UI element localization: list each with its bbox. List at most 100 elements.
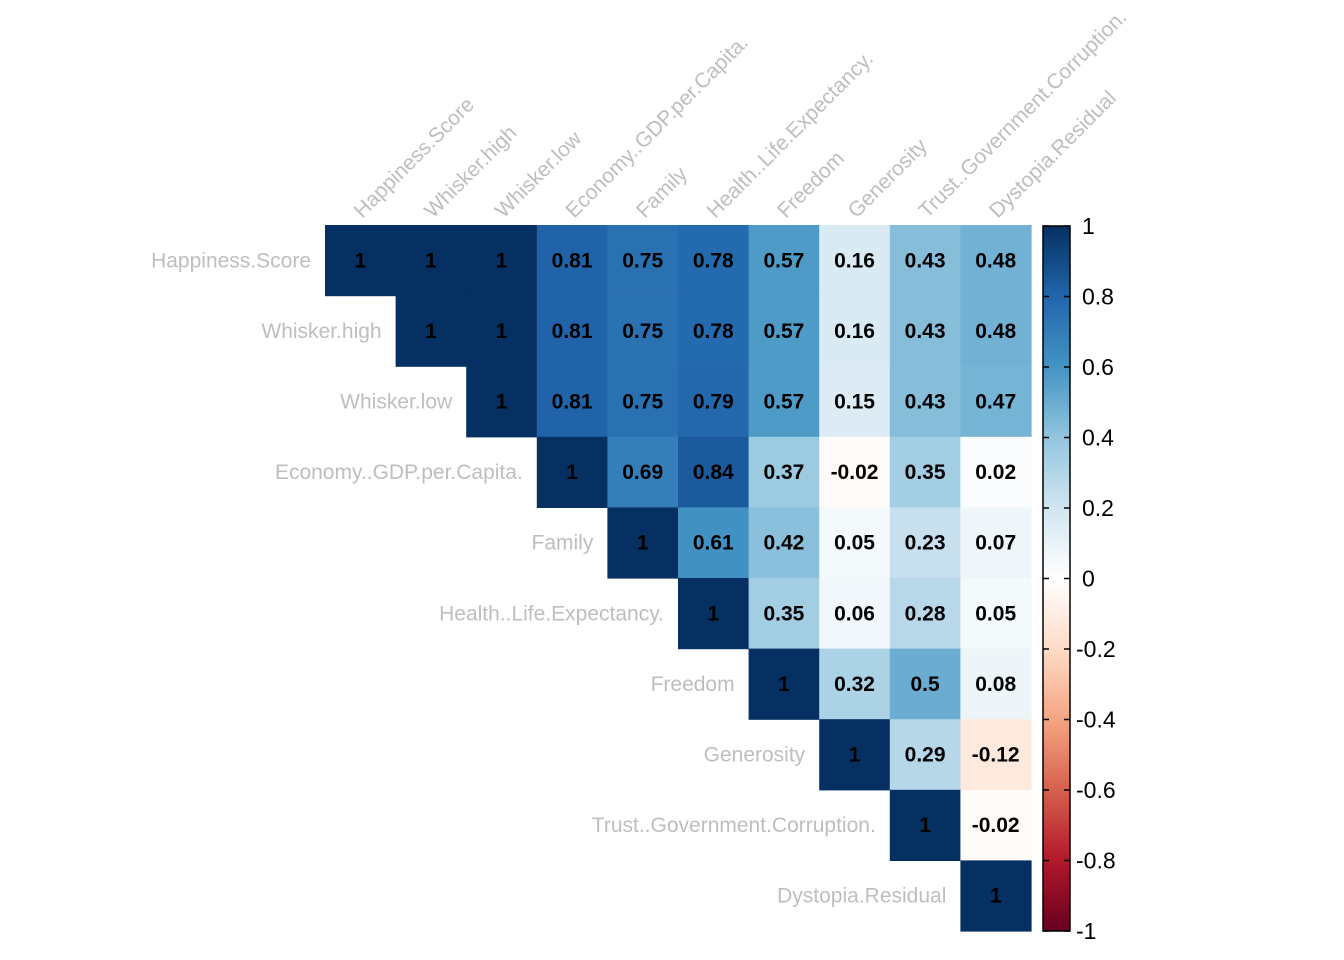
- cell-value-label: 0.75: [622, 320, 663, 343]
- cell-value-label: 0.43: [905, 249, 946, 272]
- cell-value-label: 0.78: [693, 249, 734, 272]
- cell-value-label: 1: [425, 249, 437, 272]
- heatmap-cell-values: 1 1 1 0.81 0.75 0.78 0.57 0.16 0.43 0.48 1 1 0.81 0.7…: [354, 249, 1019, 907]
- cell-value-label: 0.5: [910, 673, 940, 696]
- heatmap-cell: [678, 507, 750, 579]
- heatmap-cell: [748, 225, 820, 297]
- heatmap-cell: [960, 225, 1032, 297]
- row-label: Family: [532, 532, 594, 555]
- cell-value-label: 1: [496, 391, 508, 414]
- heatmap-cell: [819, 295, 891, 367]
- row-label: Generosity: [704, 744, 806, 767]
- heatmap-cell: [889, 507, 961, 579]
- heatmap-cell: [960, 719, 1032, 791]
- heatmap-cell: [960, 507, 1032, 579]
- cell-value-label: 1: [566, 461, 578, 484]
- cell-value-label: 0.61: [693, 532, 734, 555]
- heatmap-cell: [889, 225, 961, 297]
- heatmap-cell: [819, 719, 891, 791]
- heatmap-cell: [466, 225, 538, 297]
- heatmap-cell: [748, 295, 820, 367]
- column-label: Freedom: [773, 147, 849, 223]
- color-scale-tick-label: -1: [1076, 918, 1096, 944]
- heatmap-cell: [536, 366, 608, 438]
- heatmap-cell: [607, 366, 679, 438]
- color-scale-tick-label: 0.2: [1082, 495, 1114, 521]
- color-scale-tick-label: 1: [1082, 213, 1095, 239]
- cell-value-label: 1: [425, 320, 437, 343]
- cell-value-label: 1: [496, 249, 508, 272]
- cell-value-label: 0.07: [975, 532, 1016, 555]
- cell-value-label: 0.06: [834, 602, 875, 625]
- color-scale-tick-label: 0.4: [1082, 425, 1114, 451]
- cell-value-label: 1: [707, 602, 719, 625]
- cell-value-label: 0.57: [763, 249, 804, 272]
- heatmap-cell: [607, 507, 679, 579]
- heatmap-cell: [678, 436, 750, 508]
- cell-value-label: 0.05: [834, 532, 875, 555]
- row-label: Economy..GDP.per.Capita.: [275, 461, 523, 484]
- heatmap-cell: [748, 436, 820, 508]
- heatmap-cell: [748, 366, 820, 438]
- heatmap-cell: [960, 436, 1032, 508]
- heatmap-cell: [960, 860, 1032, 932]
- cell-value-label: 0.43: [905, 391, 946, 414]
- color-legend: 1 0.8 0.6 0.4 0.2 0 -0.2 -0.4 -0.6 -0.8 -1: [1042, 213, 1116, 944]
- cell-value-label: 0.81: [552, 391, 593, 414]
- row-label: Happiness.Score: [151, 249, 311, 272]
- heatmap-cell: [960, 789, 1032, 861]
- heatmap-cell: [607, 436, 679, 508]
- cell-value-label: 0.23: [905, 532, 946, 555]
- heatmap-cell: [889, 648, 961, 720]
- heatmap-cell: [536, 436, 608, 508]
- color-scale-tick-label: -0.2: [1076, 636, 1116, 662]
- heatmap-cell: [960, 366, 1032, 438]
- column-labels: Happiness.ScoreWhisker.highWhisker.lowEc…: [350, 5, 1132, 222]
- color-scale-tick-label: -0.4: [1076, 707, 1116, 733]
- column-label: Happiness.Score: [350, 93, 479, 222]
- heatmap-cell: [819, 366, 891, 438]
- heatmap-cell: [889, 366, 961, 438]
- cell-value-label: 0.16: [834, 320, 875, 343]
- cell-value-label: 1: [496, 320, 508, 343]
- cell-value-label: 0.35: [905, 461, 946, 484]
- heatmap-cell: [536, 225, 608, 297]
- heatmap-cell: [395, 295, 467, 367]
- cell-value-label: 0.69: [622, 461, 663, 484]
- cell-value-label: 0.57: [763, 320, 804, 343]
- cell-value-label: 0.75: [622, 391, 663, 414]
- cell-value-label: 1: [919, 814, 931, 837]
- cell-value-label: 0.32: [834, 673, 875, 696]
- cell-value-label: 0.35: [763, 602, 804, 625]
- heatmap-cell: [536, 295, 608, 367]
- color-scale-tick-label: 0.8: [1082, 284, 1114, 310]
- cell-value-label: 1: [990, 885, 1002, 908]
- heatmap-cell: [678, 578, 750, 650]
- cell-value-label: 0.02: [975, 461, 1016, 484]
- cell-value-label: 0.79: [693, 391, 734, 414]
- heatmap-cell: [678, 225, 750, 297]
- heatmap-cell: [819, 578, 891, 650]
- cell-value-label: 0.75: [622, 249, 663, 272]
- heatmap-cell: [819, 507, 891, 579]
- cell-value-label: -0.02: [972, 814, 1020, 837]
- cell-value-label: 0.81: [552, 249, 593, 272]
- cell-value-label: 0.81: [552, 320, 593, 343]
- color-scale-tick-label: -0.6: [1076, 777, 1116, 803]
- row-labels: Happiness.Score Whisker.high Whisker.low Ec…: [151, 249, 946, 907]
- row-label: Dystopia.Residual: [777, 885, 946, 908]
- cell-value-label: 0.16: [834, 249, 875, 272]
- cell-value-label: 0.43: [905, 320, 946, 343]
- heatmap-cell: [678, 366, 750, 438]
- row-label: Health..Life.Expectancy.: [439, 602, 664, 625]
- heatmap-cell: [889, 436, 961, 508]
- heatmap-cell: [748, 578, 820, 650]
- cell-value-label: 0.48: [975, 249, 1016, 272]
- heatmap-cell: [960, 295, 1032, 367]
- cell-value-label: 1: [849, 744, 861, 767]
- column-label: Family: [632, 162, 692, 222]
- heatmap-cell: [395, 225, 467, 297]
- cell-value-label: 0.84: [693, 461, 734, 484]
- heatmap-cell: [960, 648, 1032, 720]
